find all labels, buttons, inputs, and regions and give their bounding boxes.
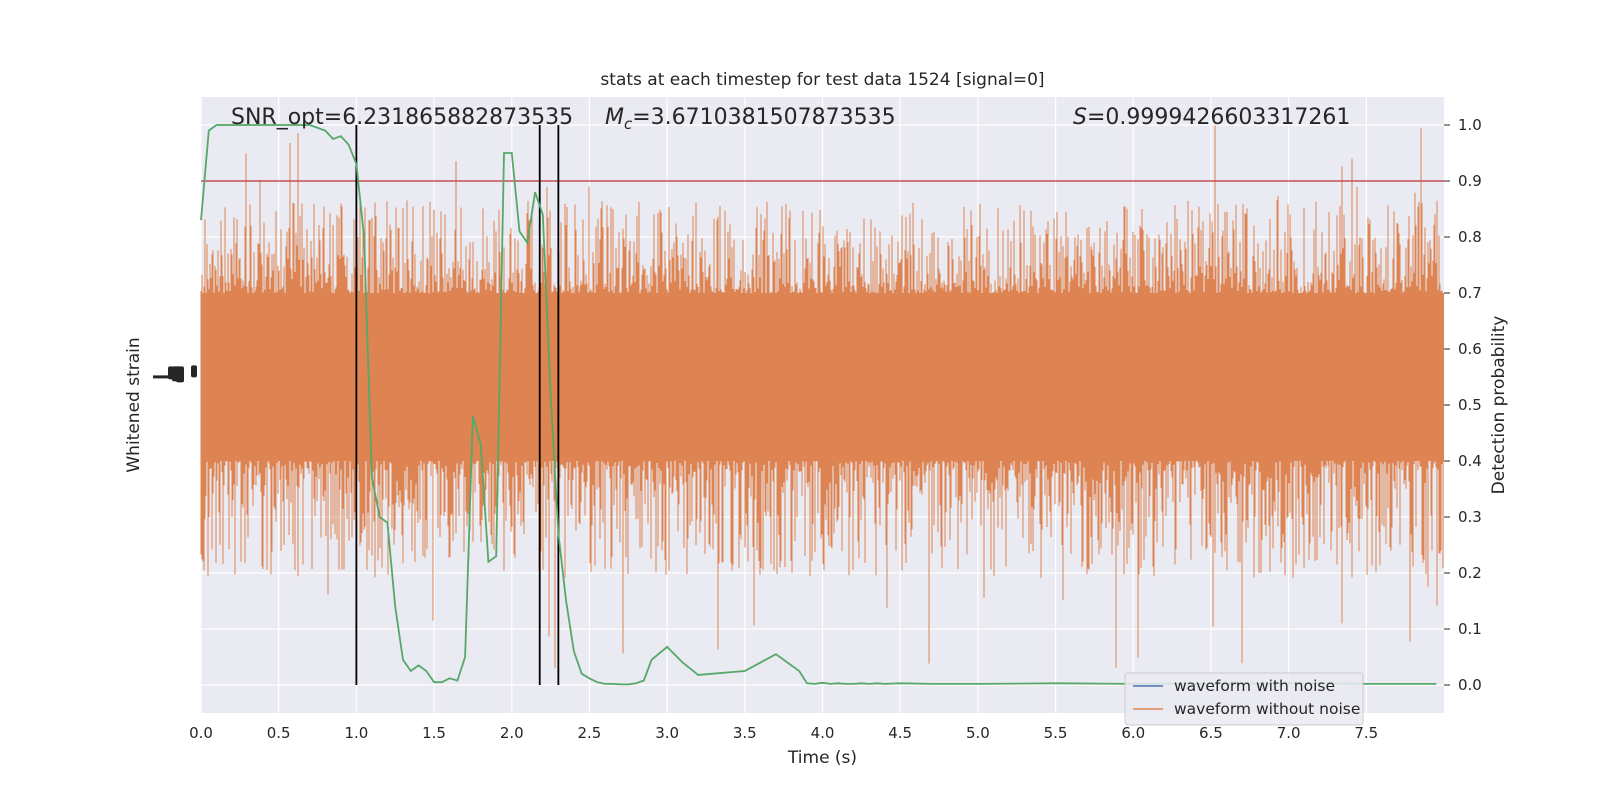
clutter-tick <box>176 366 184 383</box>
x-tick-label: 0.0 <box>189 724 213 742</box>
x-tick-label: 6.5 <box>1199 724 1223 742</box>
x-tick-label: 5.5 <box>1044 724 1068 742</box>
x-tick-label: 2.5 <box>578 724 602 742</box>
y-axis-right-label: Detection probability <box>1489 316 1509 495</box>
x-tick-label: 2.0 <box>500 724 524 742</box>
y-tick-label: 0.0 <box>1458 676 1482 694</box>
legend-box <box>1124 672 1364 726</box>
clutter-tick <box>191 365 197 378</box>
x-tick-label: 5.0 <box>966 724 990 742</box>
x-tick-label: 3.0 <box>655 724 679 742</box>
x-tick-label: 3.5 <box>733 724 757 742</box>
y-axis-left-label: Whitened strain <box>124 337 144 472</box>
vertical-marker-lines <box>355 125 560 685</box>
chart-title: stats at each timestep for test data 152… <box>600 70 1044 90</box>
legend-label-without-noise: waveform without noise <box>1174 700 1360 718</box>
snr-annotation: SNR_opt=6.231865882873535 <box>231 105 573 130</box>
x-tick-label: 0.5 <box>267 724 291 742</box>
y-tick-label: 0.9 <box>1458 172 1482 190</box>
x-tick-label: 4.5 <box>888 724 912 742</box>
y-tick-label: 0.7 <box>1458 284 1482 302</box>
y-tick-label: 0.5 <box>1458 396 1482 414</box>
legend: waveform with noise waveform without noi… <box>1124 672 1364 726</box>
chirp-mass-annotation: Mc=3.6710381507873535 <box>605 105 896 133</box>
x-tick-label: 1.0 <box>344 724 368 742</box>
y-tick-label: 0.4 <box>1458 452 1482 470</box>
y-tick-label: 0.6 <box>1458 340 1482 358</box>
x-tick-label: 1.5 <box>422 724 446 742</box>
waveform-without-noise-series <box>200 125 1444 669</box>
x-tick-label: 4.0 <box>811 724 835 742</box>
x-tick-label: 7.5 <box>1354 724 1378 742</box>
s-symbol: S <box>1073 105 1087 130</box>
x-tick-label: 6.0 <box>1121 724 1145 742</box>
y-tick-label: 0.3 <box>1458 508 1482 526</box>
detection-probability-series <box>200 124 1437 686</box>
y-axis-right-ticks: 0.0 0.1 0.2 0.3 0.4 0.5 0.6 0.7 0.8 0.9 1.0 <box>1444 116 1482 694</box>
y-tick-label: 0.8 <box>1458 228 1482 246</box>
x-axis-label: Time (s) <box>787 748 857 768</box>
s-value: =0.9999426603317261 <box>1087 105 1350 130</box>
mc-symbol: M <box>605 105 624 130</box>
y-tick-label: 0.2 <box>1458 564 1482 582</box>
mc-value: =3.6710381507873535 <box>632 105 895 130</box>
y-tick-label: 1.0 <box>1458 116 1482 134</box>
y-tick-label: 0.1 <box>1458 620 1482 638</box>
s-annotation: S=0.9999426603317261 <box>1073 105 1350 130</box>
x-axis-ticks: 0.0 0.5 1.0 1.5 2.0 2.5 3.0 3.5 4.0 4.5 5.0 5.5 6.0 6… <box>189 724 1378 742</box>
waveform-spikes <box>200 125 1444 669</box>
detection-probability-line <box>200 124 1437 686</box>
x-tick-label: 7.0 <box>1277 724 1301 742</box>
mc-subscript: c <box>624 115 633 133</box>
left-axis-overlapping-ticks <box>153 365 197 383</box>
clutter-tick <box>153 375 169 379</box>
legend-label-with-noise: waveform with noise <box>1174 677 1335 695</box>
